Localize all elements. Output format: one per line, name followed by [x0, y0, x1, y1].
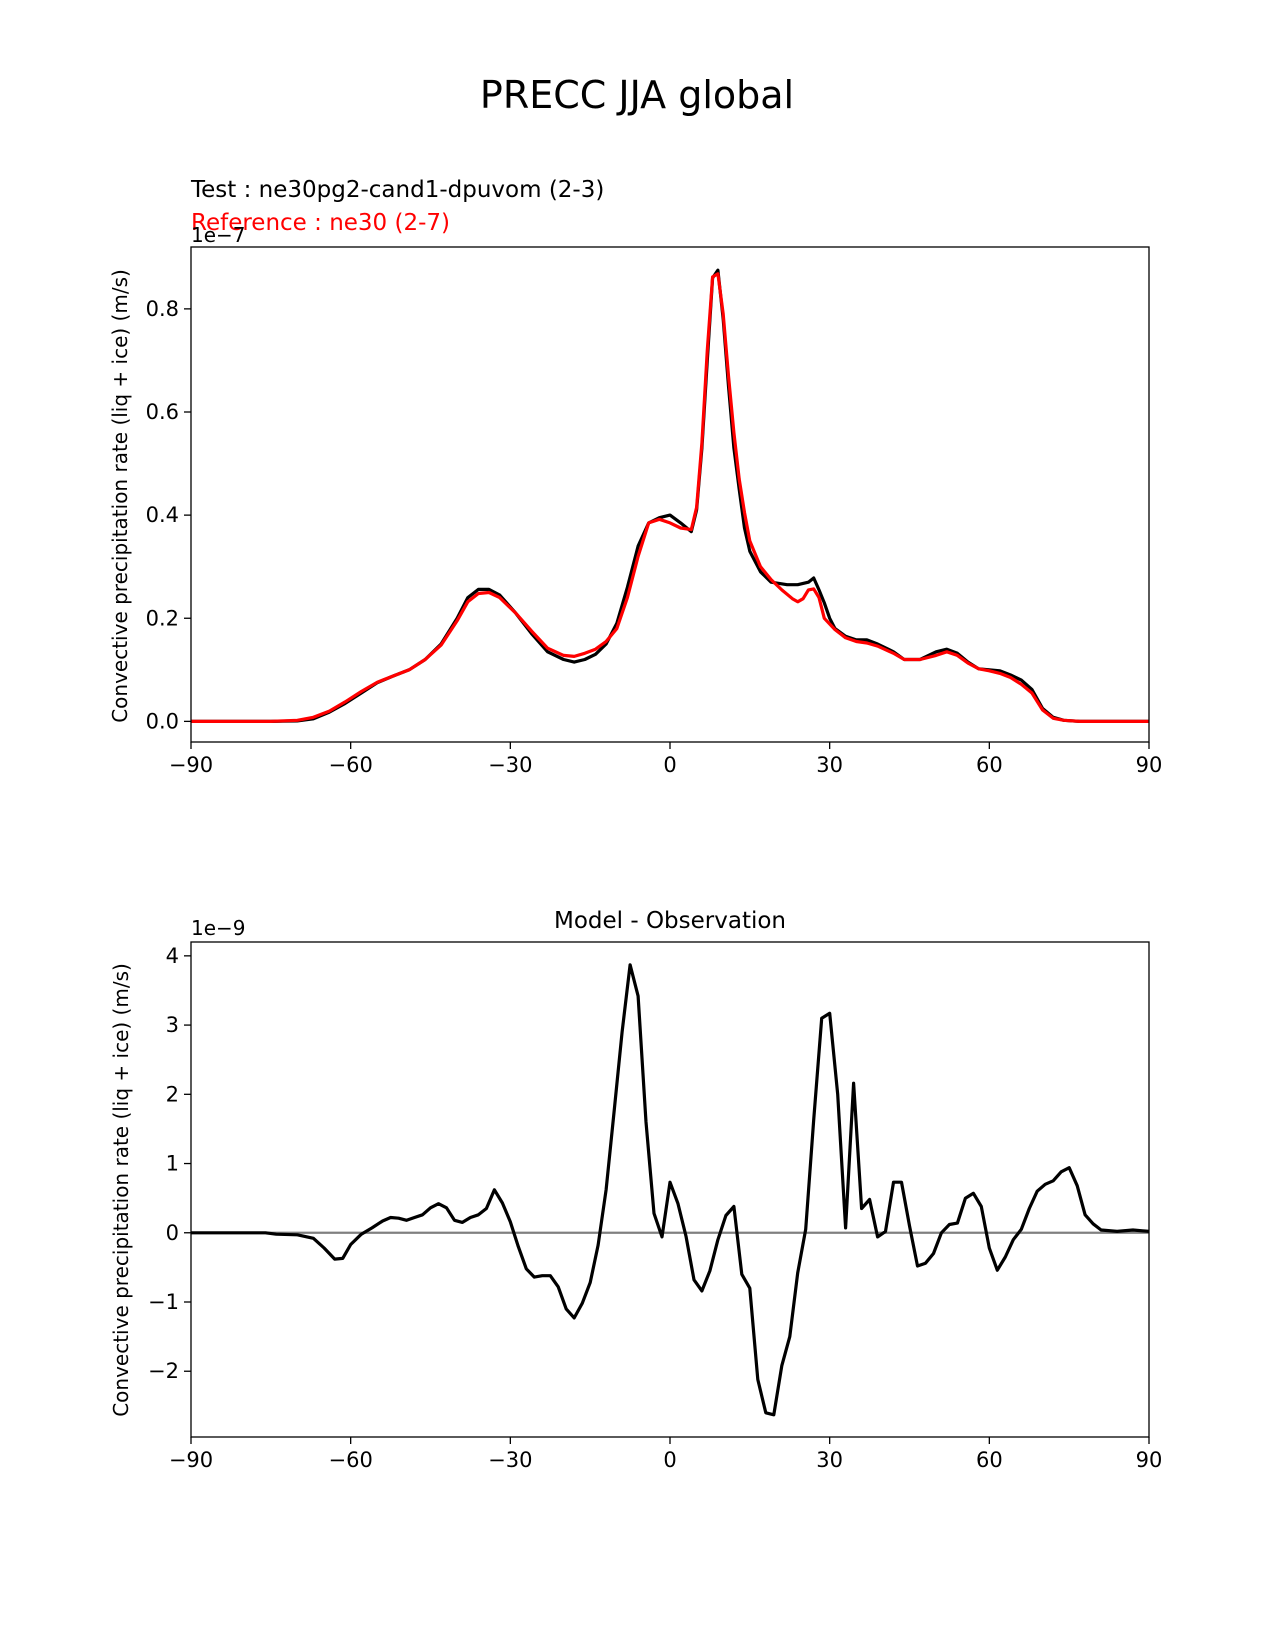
bottom-y-tick-label: −1: [148, 1290, 179, 1314]
bottom-x-tick-label: 60: [976, 1448, 1003, 1472]
top-panel: Test : ne30pg2-cand1-dpuvom (2-3) Refere…: [108, 177, 1162, 777]
top-reference-line: [191, 272, 1149, 723]
top-x-tick-label: 30: [816, 753, 843, 777]
test-label: Test : ne30pg2-cand1-dpuvom (2-3): [190, 177, 604, 203]
bottom-x-tick-label: −60: [329, 1448, 373, 1472]
top-plot-frame: [190, 246, 1150, 743]
bottom-x-tick-label: 0: [663, 1448, 676, 1472]
bottom-title: Model - Observation: [554, 908, 786, 934]
top-y-tick-label: 0.8: [146, 297, 179, 321]
top-x-tick-label: 0: [663, 753, 676, 777]
reference-label: Reference : ne30 (2-7): [191, 210, 450, 236]
top-series-group: [191, 268, 1149, 723]
bottom-y-tick-label: 0: [166, 1221, 179, 1245]
top-y-tick-label: 0.2: [146, 606, 179, 630]
top-x-tick-label: −60: [329, 753, 373, 777]
bottom-panel: Model - Observation 1e−9 Convective prec…: [109, 908, 1162, 1472]
top-y-tick-label: 0.0: [146, 709, 179, 733]
bottom-x-tick-label: 90: [1136, 1448, 1163, 1472]
bottom-series-group: [191, 963, 1150, 1417]
figure-title: PRECC JJA global: [480, 73, 794, 117]
top-y-offset: 1e−7: [191, 223, 246, 247]
top-tick-group: −90 −60 −30 0 30 60 90 0.0 0.2 0.4 0.6 0.8: [146, 297, 1163, 777]
top-y-tick-label: 0.4: [146, 503, 179, 527]
top-y-axis-label: Convective precipitation rate (liq + ice…: [108, 269, 132, 723]
bottom-y-tick-label: 3: [166, 1013, 179, 1037]
bottom-x-tick-label: 30: [816, 1448, 843, 1472]
top-x-tick-label: 60: [976, 753, 1003, 777]
bottom-y-tick-label: 2: [166, 1082, 179, 1106]
bottom-plot-frame: [190, 941, 1150, 1438]
bottom-y-tick-label: 1: [166, 1152, 179, 1176]
bottom-x-tick-label: −90: [169, 1448, 213, 1472]
bottom-model-minus-observation-line: [191, 963, 1150, 1417]
top-x-tick-label: −90: [169, 753, 213, 777]
bottom-x-tick-label: −30: [488, 1448, 532, 1472]
bottom-tick-group: −90 −60 −30 0 30 60 90 −2 −1 0 1 2 3 4: [148, 944, 1162, 1472]
top-x-tick-label: 90: [1136, 753, 1163, 777]
bottom-y-offset: 1e−9: [191, 916, 246, 940]
bottom-y-tick-label: −2: [148, 1359, 179, 1383]
top-y-tick-label: 0.6: [146, 400, 179, 424]
bottom-y-axis-label: Convective precipitation rate (liq + ice…: [109, 963, 133, 1417]
bottom-y-tick-label: 4: [166, 944, 179, 968]
top-x-tick-label: −30: [488, 753, 532, 777]
